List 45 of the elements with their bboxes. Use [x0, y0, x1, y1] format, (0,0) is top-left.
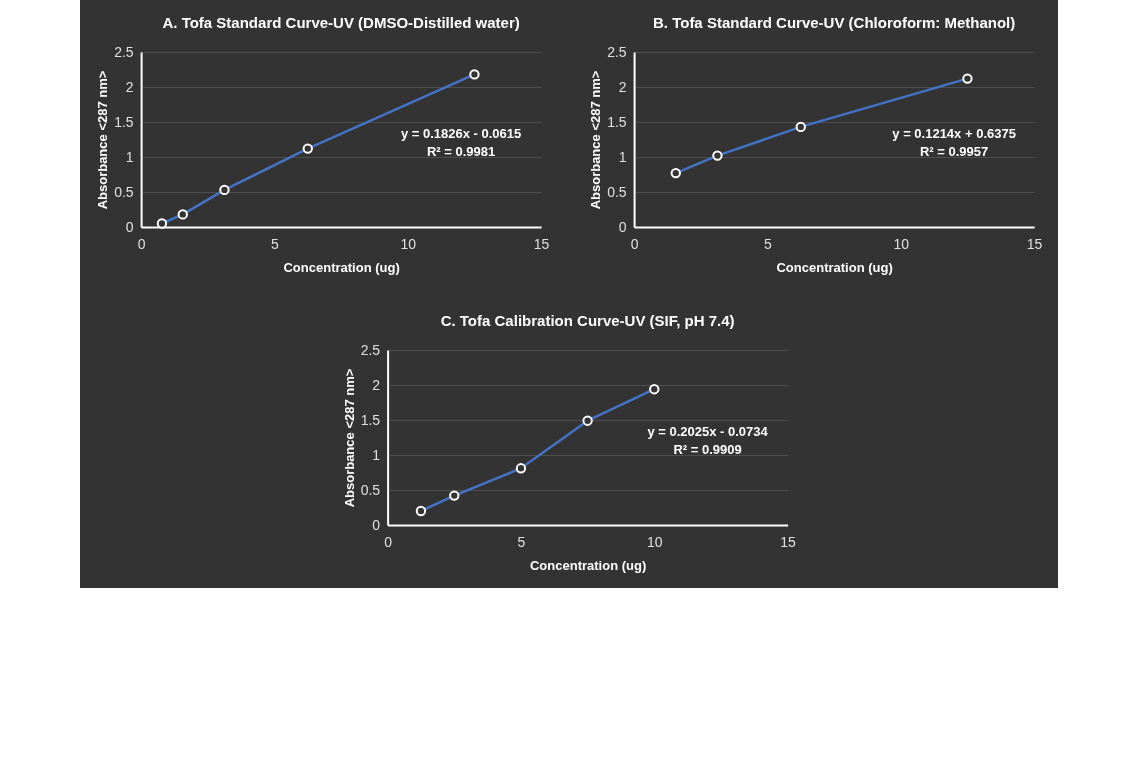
- y-tick-label: 2.5: [360, 341, 380, 358]
- y-tick-label: 1: [371, 446, 380, 463]
- annotation: R² = 0.9909: [672, 442, 742, 457]
- chart-title: B. Tofa Standard Curve-UV (Chloroform: Methanol): [652, 14, 1015, 31]
- x-tick-label: 10: [892, 235, 909, 252]
- x-axis-title: Concentration (ug): [282, 259, 400, 275]
- y-tick-label: 0: [618, 218, 627, 235]
- y-axis-title: Absorbance <287 nm>: [94, 70, 110, 210]
- y-tick-label: 0: [371, 516, 380, 533]
- annotation: y = 0.1214x + 0.6375: [891, 126, 1016, 141]
- y-tick-label: 2.5: [113, 43, 134, 60]
- x-tick-label: 5: [517, 533, 526, 550]
- x-axis-title: Concentration (ug): [775, 259, 893, 275]
- x-tick-label: 15: [1026, 235, 1043, 252]
- x-tick-label: 0: [137, 235, 146, 252]
- y-tick-label: 1: [125, 148, 134, 165]
- x-tick-label: 5: [270, 235, 279, 252]
- y-tick-label: 2: [371, 376, 380, 393]
- chart-title: A. Tofa Standard Curve-UV (DMSO-Distilled water): [161, 14, 520, 31]
- x-tick-label: 15: [533, 235, 550, 252]
- x-axis-title: Concentration (ug): [529, 557, 646, 573]
- y-tick-label: 2: [618, 78, 627, 95]
- x-tick-label: 5: [763, 235, 772, 252]
- x-tick-label: 10: [399, 235, 416, 252]
- y-tick-label: 0: [125, 218, 134, 235]
- annotation: y = 0.1826x - 0.0615: [400, 126, 521, 141]
- y-tick-label: 1.5: [606, 113, 627, 130]
- annotation: R² = 0.9957: [919, 144, 988, 159]
- x-tick-label: 10: [646, 533, 663, 550]
- annotation: y = 0.2025x - 0.0734: [646, 424, 769, 439]
- x-tick-label: 0: [630, 235, 639, 252]
- y-axis-title: Absorbance <287 nm>: [587, 70, 603, 210]
- y-axis-title: Absorbance <287 nm>: [341, 368, 357, 508]
- annotation: R² = 0.9981: [426, 144, 495, 159]
- x-tick-label: 0: [383, 533, 392, 550]
- y-tick-label: 2: [125, 78, 134, 95]
- y-tick-label: 2.5: [606, 43, 627, 60]
- y-tick-label: 1.5: [360, 411, 380, 428]
- y-tick-label: 0.5: [606, 183, 627, 200]
- y-tick-label: 1: [618, 148, 627, 165]
- y-tick-label: 1.5: [113, 113, 134, 130]
- chart-title: C. Tofa Calibration Curve-UV (SIF, pH 7.4): [440, 312, 735, 329]
- x-tick-label: 15: [779, 533, 796, 550]
- y-tick-label: 0.5: [113, 183, 134, 200]
- y-tick-label: 0.5: [360, 481, 380, 498]
